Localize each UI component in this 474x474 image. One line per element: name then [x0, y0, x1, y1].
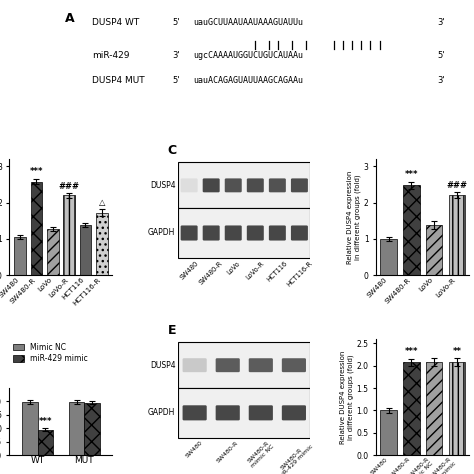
- Bar: [30, 182, 42, 275]
- FancyBboxPatch shape: [181, 178, 198, 192]
- Y-axis label: Relative DUSP4 expression
in different groups (fold): Relative DUSP4 expression in different g…: [340, 350, 354, 444]
- Text: 3': 3': [437, 18, 445, 27]
- Text: ***: ***: [30, 167, 43, 176]
- Legend: Mimic NC, miR-429 mimic: Mimic NC, miR-429 mimic: [13, 343, 88, 364]
- FancyBboxPatch shape: [216, 405, 240, 420]
- Text: 3': 3': [437, 76, 445, 85]
- FancyBboxPatch shape: [282, 405, 306, 420]
- FancyBboxPatch shape: [269, 226, 286, 240]
- Text: HCT116: HCT116: [266, 260, 289, 283]
- FancyBboxPatch shape: [269, 178, 286, 192]
- Text: HCT116-R: HCT116-R: [285, 260, 313, 288]
- Text: ugcCAAAAUGGUCUGUCAUAAu: ugcCAAAAUGGUCUGUCAUAAu: [193, 51, 303, 60]
- FancyBboxPatch shape: [225, 226, 242, 240]
- Text: SW480-R
miR-429 mimic: SW480-R miR-429 mimic: [273, 440, 314, 474]
- Text: C: C: [167, 144, 177, 157]
- Text: SW480-R: SW480-R: [216, 440, 239, 464]
- FancyBboxPatch shape: [181, 226, 198, 240]
- Text: uauGCUUAAUAAUAAAGUAUUu: uauGCUUAAUAAUAAAGUAUUu: [193, 18, 303, 27]
- Bar: [403, 362, 419, 455]
- Bar: [448, 362, 465, 455]
- FancyBboxPatch shape: [182, 358, 207, 372]
- Text: DUSP4: DUSP4: [150, 181, 175, 190]
- Bar: [96, 213, 108, 275]
- Text: 5': 5': [173, 18, 180, 27]
- Text: ###: ###: [447, 181, 467, 190]
- Text: ###: ###: [59, 182, 80, 191]
- FancyBboxPatch shape: [291, 226, 308, 240]
- FancyBboxPatch shape: [249, 358, 273, 372]
- Bar: [380, 410, 397, 455]
- Bar: [84, 402, 100, 455]
- Bar: [178, 342, 310, 388]
- Bar: [178, 388, 310, 438]
- FancyBboxPatch shape: [203, 178, 219, 192]
- FancyBboxPatch shape: [216, 358, 240, 372]
- Text: SW480-R
mimic NC: SW480-R mimic NC: [246, 440, 275, 469]
- Bar: [426, 362, 442, 455]
- Bar: [178, 163, 310, 208]
- Text: SW480: SW480: [185, 440, 204, 459]
- Text: A: A: [64, 12, 74, 25]
- FancyBboxPatch shape: [249, 405, 273, 420]
- Bar: [403, 185, 419, 275]
- Bar: [47, 229, 59, 275]
- Y-axis label: Relative DUSP4 expression
in different groups (fold): Relative DUSP4 expression in different g…: [347, 171, 361, 264]
- Text: E: E: [167, 324, 176, 337]
- Bar: [22, 402, 37, 455]
- Text: SW480: SW480: [179, 260, 200, 281]
- Text: ***: ***: [38, 418, 52, 426]
- Text: △: △: [99, 198, 105, 207]
- Bar: [69, 402, 84, 455]
- Text: LoVo: LoVo: [226, 260, 241, 275]
- Text: SW480-R: SW480-R: [198, 260, 224, 286]
- Text: ***: ***: [405, 170, 418, 179]
- Text: DUSP4: DUSP4: [150, 361, 175, 370]
- Text: 3': 3': [173, 51, 180, 60]
- Text: miR-429: miR-429: [92, 51, 130, 60]
- FancyBboxPatch shape: [247, 226, 264, 240]
- Text: **: **: [452, 347, 461, 356]
- Text: LoVo-R: LoVo-R: [245, 260, 265, 281]
- FancyBboxPatch shape: [203, 226, 219, 240]
- Text: uauACAGAGUAUUAAGCAGAAu: uauACAGAGUAUUAAGCAGAAu: [193, 76, 303, 85]
- Text: ***: ***: [405, 347, 418, 356]
- Bar: [448, 195, 465, 275]
- FancyBboxPatch shape: [291, 178, 308, 192]
- Bar: [380, 239, 397, 275]
- Bar: [426, 225, 442, 275]
- FancyBboxPatch shape: [247, 178, 264, 192]
- FancyBboxPatch shape: [182, 405, 207, 420]
- Text: DUSP4 WT: DUSP4 WT: [92, 18, 139, 27]
- FancyBboxPatch shape: [282, 358, 306, 372]
- Text: GAPDH: GAPDH: [148, 408, 175, 417]
- Bar: [80, 225, 91, 275]
- FancyBboxPatch shape: [225, 178, 242, 192]
- Text: 5': 5': [437, 51, 445, 60]
- Bar: [178, 208, 310, 258]
- Bar: [14, 237, 26, 275]
- Bar: [37, 429, 53, 455]
- Text: 5': 5': [173, 76, 180, 85]
- Bar: [63, 195, 75, 275]
- Text: GAPDH: GAPDH: [148, 228, 175, 237]
- Text: DUSP4 MUT: DUSP4 MUT: [92, 76, 145, 85]
